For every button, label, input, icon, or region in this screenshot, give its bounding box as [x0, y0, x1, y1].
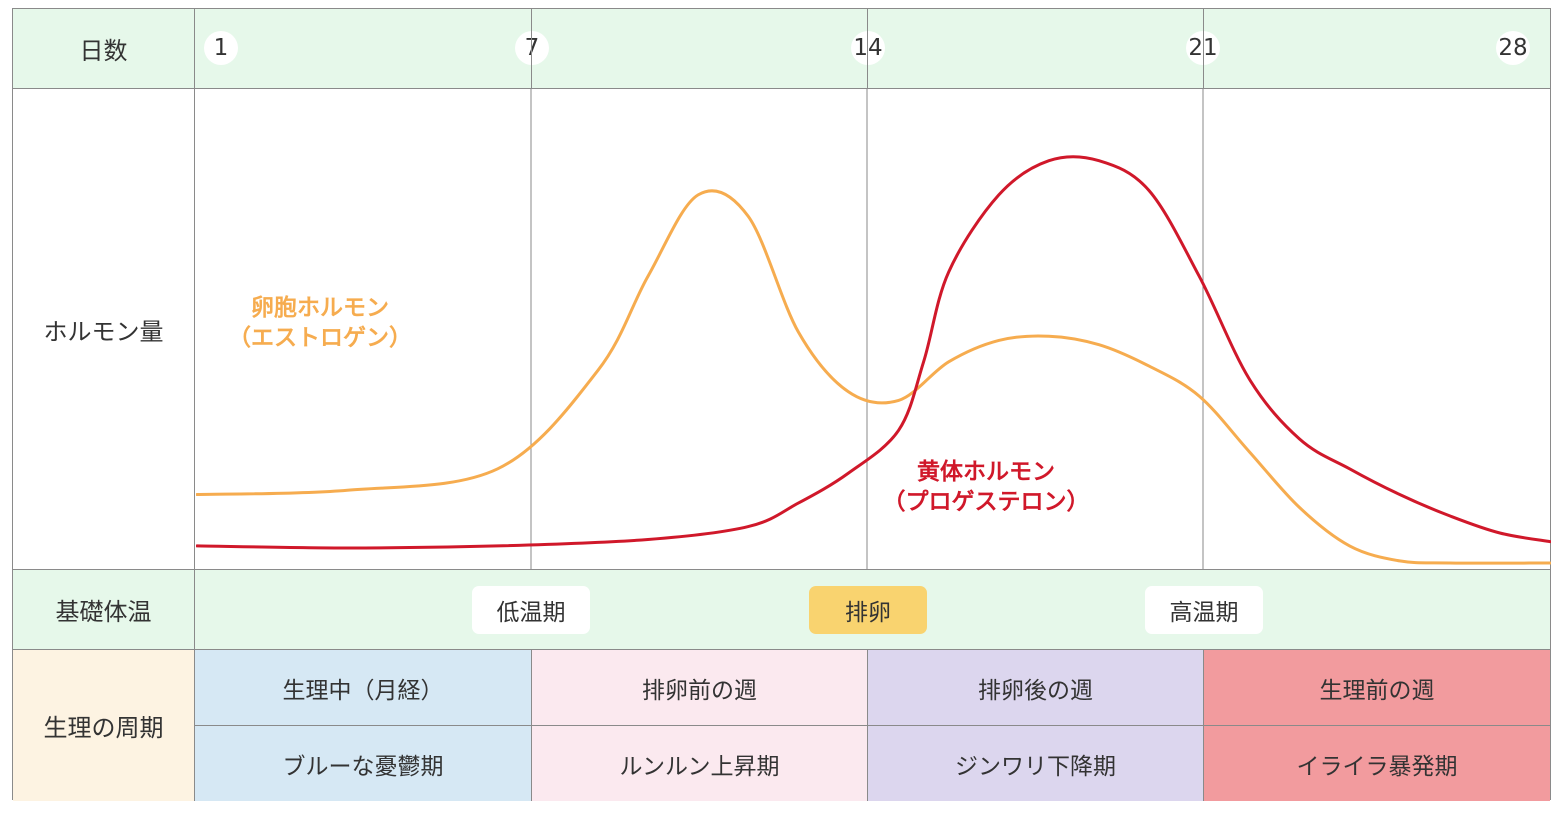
low-temp-phase-badge: 低温期 — [472, 586, 590, 634]
hormone-row: ホルモン量 — [13, 89, 1550, 570]
estrogen-label-line2: （エストロゲン） — [228, 325, 412, 351]
estrogen-label-line1: 卵胞ホルモン — [251, 295, 389, 321]
progesterone-series-label: 黄体ホルモン （プロゲステロン） — [871, 457, 1101, 517]
hormone-chart — [196, 89, 1551, 569]
progesterone-series-line — [196, 155, 1551, 550]
cycle-cell-premenstrual-bottom: イライラ暴発期 — [1204, 726, 1550, 801]
progesterone-label-line2: （プロゲステロン） — [882, 489, 1090, 515]
days-row: 日数 1 7 14 21 28 — [13, 9, 1550, 89]
temperature-label: 基礎体温 — [13, 570, 195, 649]
cycle-cell-premenstrual-top: 生理前の週 — [1204, 650, 1550, 725]
cycle-row-divider — [195, 725, 1550, 726]
ovulation-badge: 排卵 — [809, 586, 927, 634]
day-tick-1: 1 — [204, 31, 238, 65]
day-tick-28: 28 — [1496, 31, 1530, 65]
progesterone-label-line1: 黄体ホルモン — [917, 459, 1055, 485]
cycle-cell-preovulation-bottom: ルンルン上昇期 — [532, 726, 868, 801]
hormone-cycle-table: 日数 1 7 14 21 28 ホルモン量 卵胞ホルモン （エストロゲン） 黄体… — [12, 8, 1551, 801]
estrogen-series-line — [196, 189, 1551, 565]
high-temp-phase-badge: 高温期 — [1145, 586, 1263, 634]
cycle-row: 生理の周期 生理中（月経） ブルーな憂鬱期 排卵前の週 ルンルン上昇期 排卵後の… — [13, 650, 1550, 801]
cycle-cell-postovulation-bottom: ジンワリ下降期 — [868, 726, 1204, 801]
cycle-cell-menstruation-bottom: ブルーな憂鬱期 — [195, 726, 532, 801]
day-tick-7: 7 — [515, 31, 549, 65]
cycle-cell-postovulation-top: 排卵後の週 — [868, 650, 1204, 725]
estrogen-series-label: 卵胞ホルモン （エストロゲン） — [215, 293, 425, 353]
day-tick-14: 14 — [851, 31, 885, 65]
cycle-cell-menstruation-top: 生理中（月経） — [195, 650, 532, 725]
cycle-label: 生理の周期 — [13, 650, 195, 801]
cycle-cell-preovulation-top: 排卵前の週 — [532, 650, 868, 725]
days-label: 日数 — [13, 9, 195, 88]
hormone-label: ホルモン量 — [13, 89, 195, 569]
temperature-row: 基礎体温 低温期 排卵 高温期 — [13, 570, 1550, 650]
